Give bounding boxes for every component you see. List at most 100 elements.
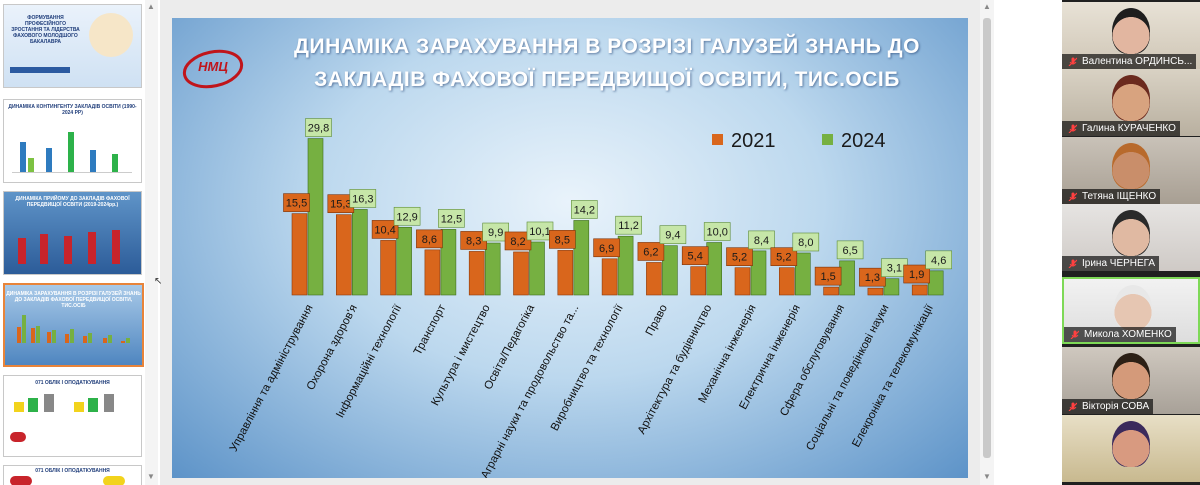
thumbnail-title: ДИНАМІКА КОНТИНГЕНТУ ЗАКЛАДІВ ОСВІТИ (19… <box>8 104 137 116</box>
current-slide: НМЦ ДИНАМІКА ЗАРАХУВАННЯ В РОЗРІЗІ ГАЛУЗ… <box>172 18 968 478</box>
bar-2024 <box>440 229 457 296</box>
scrollbar-thumb[interactable] <box>983 18 991 458</box>
thumbnail-title: 071 ОБЛІК І ОПОДАТКУВАННЯ <box>35 380 110 386</box>
logo-text: НМЦ <box>198 59 228 74</box>
bar-2021 <box>468 251 485 296</box>
data-label-box-2021 <box>814 266 842 286</box>
data-label-2024: 6,5 <box>842 245 857 257</box>
participant-tile[interactable]: Валентина ОРДИНСЬ... <box>1062 2 1200 69</box>
bar-2024 <box>484 242 501 296</box>
bar-2021 <box>867 287 884 296</box>
scroll-down-icon[interactable]: ▼ <box>983 472 991 481</box>
slide-thumbnail-5[interactable]: 071 ОБЛІК І ОПОДАТКУВАННЯ <box>3 375 142 457</box>
participant-tile[interactable]: Галина КУРАЧЕНКО <box>1062 69 1200 136</box>
data-label-2024: 9,4 <box>665 230 680 242</box>
thumbnail-title: ДИНАМІКА ПРИЙОМУ ДО ЗАКЛАДІВ ФАХОВОЇ ПЕР… <box>15 196 130 208</box>
data-label-box-2021 <box>593 238 620 258</box>
thumbnail-badge <box>103 476 125 485</box>
scroll-up-icon[interactable]: ▲ <box>147 2 155 11</box>
data-label-2021: 6,2 <box>643 246 658 258</box>
data-label-box-2024 <box>748 230 775 250</box>
scroll-down-icon[interactable]: ▼ <box>147 472 155 481</box>
data-label-2024: 16,3 <box>352 193 373 205</box>
data-label-box-2024 <box>615 215 642 235</box>
muted-mic-icon <box>1068 57 1077 66</box>
scroll-up-icon[interactable]: ▲ <box>983 2 991 11</box>
data-label-2024: 8,4 <box>754 235 769 247</box>
bar-2024 <box>794 252 811 296</box>
data-label-2024: 4,6 <box>931 255 946 267</box>
data-label-2024: 12,9 <box>396 211 417 223</box>
participant-avatar <box>1112 75 1150 121</box>
participants-panel: Валентина ОРДИНСЬ... Галина КУРАЧЕНКО Тетя… <box>1062 0 1200 485</box>
bar-2024 <box>839 260 855 296</box>
bar-2021 <box>424 249 441 296</box>
slide-thumbnail-3[interactable]: ДИНАМІКА ПРИЙОМУ ДО ЗАКЛАДІВ ФАХОВОЇ ПЕР… <box>3 191 142 275</box>
data-label-2024: 29,8 <box>308 123 329 135</box>
bar-2024 <box>662 245 678 296</box>
data-label-box-2024 <box>703 222 731 241</box>
participant-name: Вікторія СОВА <box>1062 399 1154 414</box>
participant-tile[interactable] <box>1062 415 1200 482</box>
slide-thumbnail-6[interactable]: 071 ОБЛІК І ОПОДАТКУВАННЯ <box>3 465 142 485</box>
thumbnail-title: 071 ОБЛІК І ОПОДАТКУВАННЯ <box>35 468 110 474</box>
bar-2024 <box>307 138 324 296</box>
category-label: Архітектура та будівництво <box>636 303 715 436</box>
data-label-box-2024 <box>393 206 421 226</box>
thumbnail-chart <box>12 222 132 264</box>
participant-tile[interactable]: Тетяна ІЩЕНКО <box>1062 137 1200 204</box>
bar-2024 <box>352 209 368 296</box>
mouse-cursor: ↖ <box>154 276 163 287</box>
participant-name: Ірина ЧЕРНЕГА <box>1062 256 1160 271</box>
data-label-box-2021 <box>637 242 665 261</box>
thumbnail-chart <box>14 392 124 412</box>
data-label-2024: 11,2 <box>618 220 639 232</box>
category-label: Охорона здоров'я <box>305 303 360 393</box>
legend-label-2021: 2021 <box>731 130 776 152</box>
thumbnail-badge <box>10 476 32 485</box>
data-label-box-2021 <box>726 247 753 266</box>
data-label-box-2021 <box>416 229 443 249</box>
legend-swatch-2021 <box>712 134 723 145</box>
bar-2024 <box>883 278 900 296</box>
slide-title-line-1: ДИНАМІКА ЗАРАХУВАННЯ В РОЗРІЗІ ГАЛУЗЕЙ З… <box>294 35 920 58</box>
participant-tile[interactable]: Вікторія СОВА <box>1062 347 1200 414</box>
participant-avatar <box>1112 8 1150 54</box>
data-label-2021: 1,5 <box>820 271 835 283</box>
slide-thumbnail-4[interactable]: ДИНАМІКА ЗАРАХУВАННЯ В РОЗРІЗІ ГАЛУЗЕЙ З… <box>3 283 144 367</box>
category-label: Освіта/Педагогіка <box>482 302 537 391</box>
bar-2021 <box>690 266 707 296</box>
bar-2021 <box>778 267 795 296</box>
bar-2021 <box>823 286 839 296</box>
data-label-box-2024 <box>438 209 465 228</box>
data-label-box-2024 <box>792 232 820 252</box>
data-label-box-2021 <box>371 220 399 239</box>
thumbnail-chart <box>12 128 132 173</box>
legend-item-2021: 2021 <box>712 130 776 153</box>
participant-name: Валентина ОРДИНСЬ... <box>1062 54 1197 69</box>
data-label-2024: 9,9 <box>488 227 503 239</box>
bar-2021 <box>734 267 751 296</box>
bar-2024 <box>706 242 723 296</box>
slide-title-line-2: ЗАКЛАДІВ ФАХОВОЇ ПЕРЕДВИЩОЇ ОСВІТИ, ТИС.… <box>314 68 900 91</box>
data-label-box-2024 <box>570 200 598 219</box>
thumbnail-scrollbar[interactable]: ▲ ▼ <box>145 0 158 485</box>
data-label-2021: 1,9 <box>909 269 924 281</box>
slide-scrollbar[interactable]: ▲ ▼ <box>980 0 994 485</box>
legend-swatch-2024 <box>822 134 833 145</box>
slide-thumbnail-1[interactable]: ФОРМУВАННЯ ПРОФЕСІЙНОГО ЗРОСТАННЯ ТА ЛІД… <box>3 4 142 88</box>
category-label: Право <box>644 303 670 338</box>
participant-tile[interactable]: Ірина ЧЕРНЕГА <box>1062 204 1200 271</box>
data-label-box-2024 <box>836 240 864 260</box>
participant-avatar <box>1114 285 1152 331</box>
data-label-2021: 15,5 <box>286 198 307 210</box>
data-label-box-2021 <box>859 267 886 287</box>
slide-thumbnail-2[interactable]: ДИНАМІКА КОНТИНГЕНТУ ЗАКЛАДІВ ОСВІТИ (19… <box>3 99 142 183</box>
slide-title: ДИНАМІКА ЗАРАХУВАННЯ В РОЗРІЗІ ГАЛУЗЕЙ З… <box>267 30 947 96</box>
data-label-2021: 15,3 <box>330 199 351 211</box>
participant-tile[interactable]: Микола ХОМЕНКО <box>1062 277 1200 344</box>
data-label-2021: 10,4 <box>374 224 395 236</box>
window-gap <box>994 0 1062 485</box>
participant-avatar <box>1112 143 1150 189</box>
data-label-box-2024 <box>349 189 377 208</box>
